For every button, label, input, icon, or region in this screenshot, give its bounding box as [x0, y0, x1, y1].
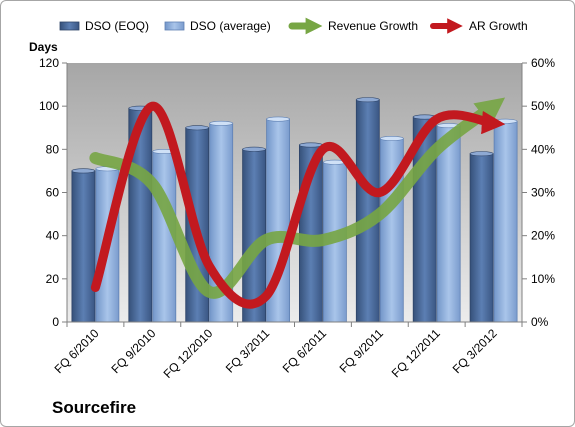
x-axis-tick-label: FQ 12/2011 — [389, 326, 443, 380]
left-axis-tick-label: 0 — [52, 315, 59, 329]
company-title: Sourcefire — [52, 398, 137, 417]
bar-top-dso-average-6 — [379, 136, 404, 142]
legend-swatch-dso-eoq- — [59, 21, 80, 31]
legend-label-dso-eoq-: DSO (EOQ) — [85, 19, 149, 33]
bar-top-dso-average-4 — [266, 116, 290, 122]
bar-dso-average-7 — [436, 125, 461, 323]
x-axis-tick-label: FQ 12/2010 — [161, 326, 216, 381]
bar-top-dso-eoq-3 — [185, 125, 209, 131]
right-axis-tick-label: 20% — [531, 229, 555, 243]
bar-top-dso-eoq-8 — [469, 151, 494, 157]
x-axis-tick-label: FQ 6/2011 — [280, 326, 330, 376]
bar-top-dso-average-3 — [209, 120, 233, 126]
bar-dso-eoq-1 — [71, 170, 96, 323]
left-axis-tick-label: 100 — [39, 99, 59, 113]
legend-swatch-dso-average- — [164, 21, 185, 31]
bar-top-dso-eoq-1 — [71, 168, 96, 174]
x-axis-tick-label: FQ 9/2010 — [108, 326, 158, 376]
bar-top-dso-eoq-6 — [355, 97, 380, 103]
left-axis-title: Days — [29, 40, 58, 54]
right-axis-tick-label: 50% — [531, 99, 555, 113]
bar-dso-eoq-8 — [469, 153, 494, 323]
legend-label-dso-average-: DSO (average) — [190, 19, 271, 33]
left-axis-tick-label: 80 — [46, 142, 60, 156]
left-axis-tick-label: 120 — [39, 56, 59, 70]
x-axis-tick-label: FQ 3/2012 — [450, 326, 500, 376]
right-axis-tick-label: 30% — [531, 186, 555, 200]
right-axis-tick-label: 60% — [531, 56, 555, 70]
x-axis-tick-label: FQ 6/2010 — [52, 326, 102, 376]
legend-label-revenue-growth: Revenue Growth — [328, 19, 418, 33]
left-axis-tick-label: 40 — [46, 229, 60, 243]
x-axis-tick-label: FQ 3/2011 — [223, 326, 273, 376]
legend-label-ar-growth: AR Growth — [469, 19, 528, 33]
bar-dso-average-8 — [493, 120, 518, 323]
x-axis-tick-label: FQ 9/2011 — [337, 326, 387, 376]
left-axis-tick-label: 60 — [46, 186, 60, 200]
right-axis-tick-label: 40% — [531, 142, 555, 156]
bar-top-dso-eoq-5 — [299, 142, 323, 148]
line-revenue-growth — [89, 97, 506, 299]
left-axis-tick-label: 20 — [46, 272, 60, 286]
right-axis-tick-label: 0% — [531, 315, 549, 329]
bar-top-dso-eoq-4 — [242, 146, 266, 152]
right-axis-tick-label: 10% — [531, 272, 555, 286]
line-ar-growth — [90, 101, 506, 309]
